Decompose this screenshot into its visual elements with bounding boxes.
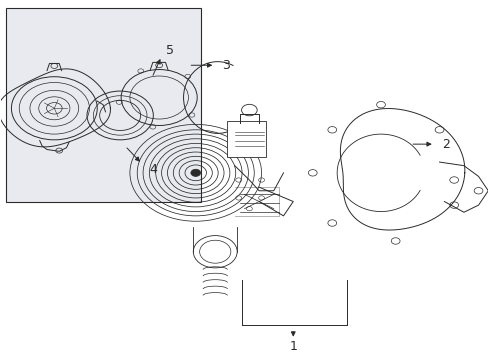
Text: 1: 1: [289, 339, 297, 352]
Text: 4: 4: [149, 163, 157, 176]
FancyBboxPatch shape: [5, 8, 200, 202]
Circle shape: [190, 169, 200, 176]
Text: 5: 5: [165, 44, 173, 57]
FancyBboxPatch shape: [227, 121, 266, 157]
Text: 3: 3: [222, 59, 230, 72]
Text: 2: 2: [441, 138, 449, 150]
